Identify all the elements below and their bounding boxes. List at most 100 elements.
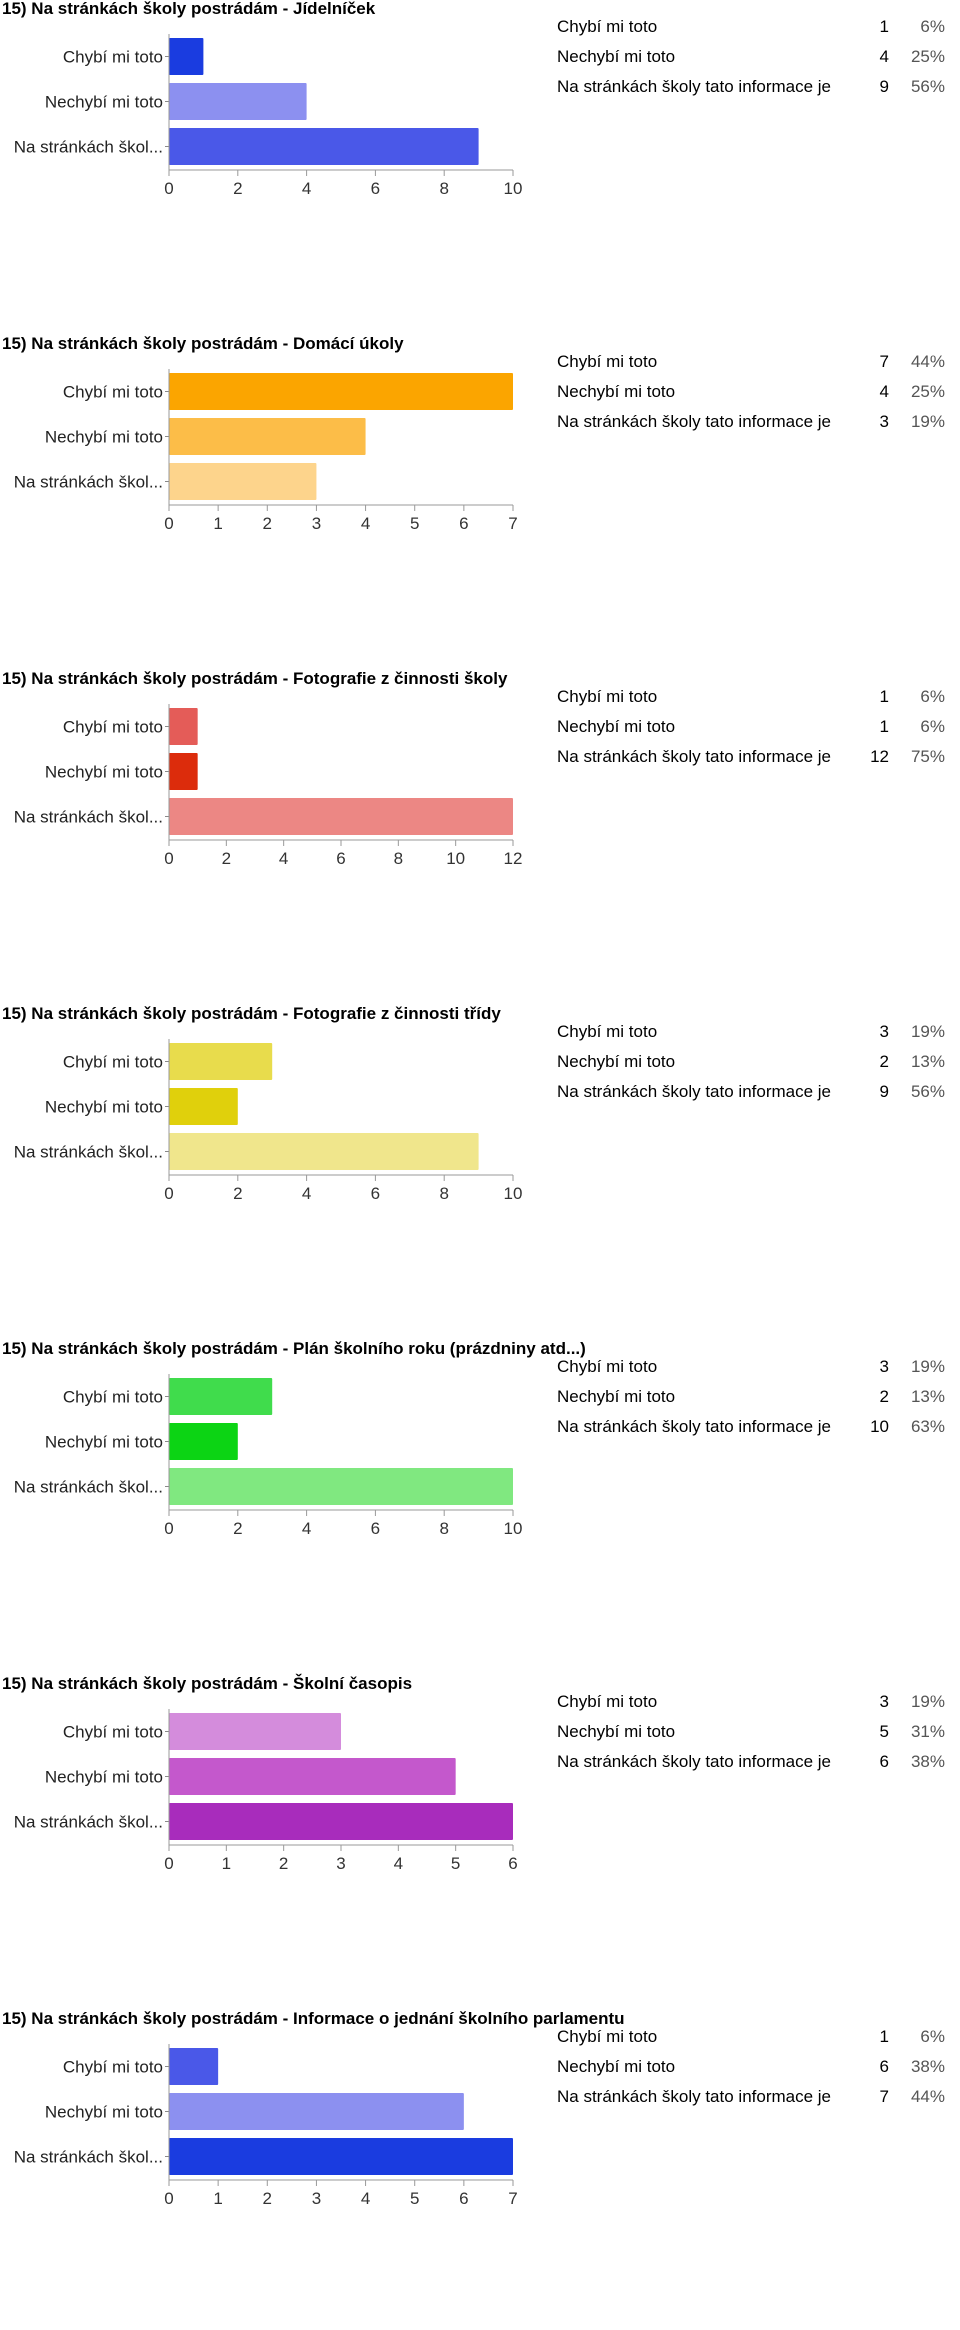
bar xyxy=(169,83,307,120)
summary-label: Chybí mi toto xyxy=(557,1692,658,1711)
summary-count: 3 xyxy=(879,1357,889,1376)
category-label: Na stránkách škol... xyxy=(14,2148,163,2167)
summary-label: Na stránkách školy tato informace je xyxy=(557,1082,832,1101)
bar xyxy=(169,1043,273,1080)
chart-title: 15) Na stránkách školy postrádám - Domác… xyxy=(2,334,404,353)
summary-row: Na stránkách školy tato informace je 3 1… xyxy=(557,412,957,442)
summary-label: Nechybí mi toto xyxy=(557,47,676,66)
x-tick-label: 2 xyxy=(233,179,242,198)
summary-label: Chybí mi toto xyxy=(557,1357,658,1376)
summary-percent: 38% xyxy=(910,2057,945,2076)
x-tick-label: 6 xyxy=(508,1854,517,1873)
bar xyxy=(169,2138,513,2175)
x-tick-label: 3 xyxy=(312,514,321,533)
chart-section-fotografie-skoly: 15) Na stránkách školy postrádám - Fotog… xyxy=(0,669,960,990)
summary-percent: 31% xyxy=(910,1722,945,1741)
bar-chart: Chybí mi toto Nechybí mi toto Na stránkách… xyxy=(14,2044,518,2208)
category-label: Na stránkách škol... xyxy=(14,138,163,157)
summary-label: Nechybí mi toto xyxy=(557,1052,676,1071)
chart-title: 15) Na stránkách školy postrádám - Školn… xyxy=(2,1674,413,1693)
category-label: Na stránkách škol... xyxy=(14,808,163,827)
summary-label: Chybí mi toto xyxy=(557,1022,658,1041)
summary-table: Chybí mi toto 3 19% Nechybí mi toto 2 13… xyxy=(557,1357,957,1447)
category-label: Chybí mi toto xyxy=(63,2058,163,2077)
summary-label: Na stránkách školy tato informace je xyxy=(557,412,832,431)
summary-percent: 19% xyxy=(910,1692,945,1711)
summary-label: Chybí mi toto xyxy=(557,687,658,706)
summary-percent: 13% xyxy=(910,1387,945,1406)
x-tick-label: 1 xyxy=(213,514,222,533)
x-tick-label: 2 xyxy=(233,1184,242,1203)
summary-count: 2 xyxy=(879,1387,889,1406)
summary-count: 5 xyxy=(879,1722,889,1741)
x-tick-label: 8 xyxy=(394,849,403,868)
summary-count: 12 xyxy=(870,747,889,766)
summary-count: 7 xyxy=(879,352,889,371)
summary-percent: 19% xyxy=(910,412,945,431)
x-tick-label: 3 xyxy=(312,2189,321,2208)
bar xyxy=(169,1378,273,1415)
x-tick-label: 0 xyxy=(164,1854,173,1873)
bar-chart: Chybí mi toto Nechybí mi toto Na stránkách… xyxy=(14,1709,518,1873)
summary-percent: 6% xyxy=(920,17,945,36)
summary-percent: 6% xyxy=(920,687,945,706)
category-label: Nechybí mi toto xyxy=(45,1768,163,1787)
summary-row: Chybí mi toto 7 44% xyxy=(557,352,957,382)
bar xyxy=(169,1423,238,1460)
chart-section-jidelnicek: 15) Na stránkách školy postrádám - Jídel… xyxy=(0,0,960,320)
category-label: Chybí mi toto xyxy=(63,718,163,737)
category-label: Nechybí mi toto xyxy=(45,1433,163,1452)
bar-chart: Chybí mi toto Nechybí mi toto Na stránkách… xyxy=(14,704,522,868)
x-tick-label: 0 xyxy=(164,1519,173,1538)
chart-title: 15) Na stránkách školy postrádám - Fotog… xyxy=(2,1004,501,1023)
bar xyxy=(169,1088,238,1125)
summary-table: Chybí mi toto 1 6% Nechybí mi toto 6 38%… xyxy=(557,2027,957,2117)
x-tick-label: 6 xyxy=(371,1519,380,1538)
bar xyxy=(169,373,513,410)
summary-count: 3 xyxy=(879,412,889,431)
summary-count: 1 xyxy=(879,2027,889,2046)
summary-row: Chybí mi toto 3 19% xyxy=(557,1357,957,1387)
summary-label: Na stránkách školy tato informace je xyxy=(557,2087,832,2106)
x-tick-label: 4 xyxy=(361,514,370,533)
category-label: Nechybí mi toto xyxy=(45,1098,163,1117)
summary-row: Nechybí mi toto 1 6% xyxy=(557,717,957,747)
category-label: Chybí mi toto xyxy=(63,48,163,67)
summary-table: Chybí mi toto 7 44% Nechybí mi toto 4 25… xyxy=(557,352,957,442)
summary-row: Na stránkách školy tato informace je 10 … xyxy=(557,1417,957,1447)
bar-chart: Chybí mi toto Nechybí mi toto Na stránkách… xyxy=(14,1374,523,1538)
chart-section-domaci-ukoly: 15) Na stránkách školy postrádám - Domác… xyxy=(0,334,960,655)
x-tick-label: 5 xyxy=(410,514,419,533)
summary-percent: 19% xyxy=(910,1357,945,1376)
bar xyxy=(169,2048,219,2085)
summary-count: 7 xyxy=(879,2087,889,2106)
bar xyxy=(169,463,317,500)
x-tick-label: 2 xyxy=(263,2189,272,2208)
summary-count: 3 xyxy=(879,1692,889,1711)
summary-percent: 38% xyxy=(910,1752,945,1771)
summary-label: Nechybí mi toto xyxy=(557,717,676,736)
x-tick-label: 6 xyxy=(371,1184,380,1203)
summary-table: Chybí mi toto 3 19% Nechybí mi toto 5 31… xyxy=(557,1692,957,1782)
bar xyxy=(169,1758,456,1795)
summary-count: 10 xyxy=(870,1417,889,1436)
summary-percent: 63% xyxy=(910,1417,945,1436)
x-tick-label: 6 xyxy=(459,2189,468,2208)
x-tick-label: 10 xyxy=(504,1519,523,1538)
x-tick-label: 6 xyxy=(336,849,345,868)
summary-table: Chybí mi toto 1 6% Nechybí mi toto 4 25%… xyxy=(557,17,957,107)
summary-row: Chybí mi toto 1 6% xyxy=(557,17,957,47)
bar xyxy=(169,1713,341,1750)
summary-table: Chybí mi toto 1 6% Nechybí mi toto 1 6% … xyxy=(557,687,957,777)
x-tick-label: 7 xyxy=(508,514,517,533)
bar xyxy=(169,753,198,790)
category-label: Na stránkách škol... xyxy=(14,1478,163,1497)
chart-section-fotografie-tridy: 15) Na stránkách školy postrádám - Fotog… xyxy=(0,1004,960,1325)
summary-count: 6 xyxy=(879,2057,889,2076)
summary-row: Na stránkách školy tato informace je 9 5… xyxy=(557,77,957,107)
summary-percent: 6% xyxy=(920,717,945,736)
summary-count: 1 xyxy=(879,717,889,736)
summary-row: Nechybí mi toto 4 25% xyxy=(557,47,957,77)
x-tick-label: 2 xyxy=(263,514,272,533)
summary-percent: 56% xyxy=(910,1082,945,1101)
